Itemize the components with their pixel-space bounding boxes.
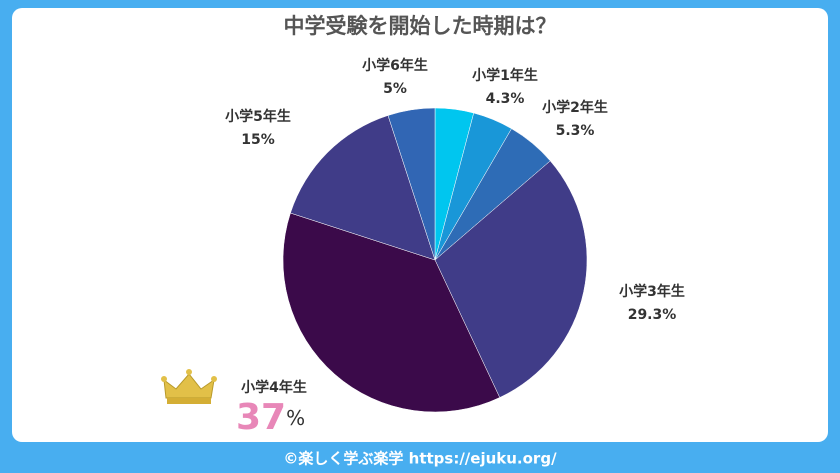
slice-label: 小学4年生 (241, 379, 307, 396)
slice-label: 小学1年生 (472, 67, 538, 84)
pie-slice (282, 212, 501, 413)
chart-title: 中学受験を開始した時期は？ (284, 14, 557, 38)
pie-slice (290, 115, 436, 261)
value-label: 5% (383, 81, 407, 97)
pie-slice (434, 160, 588, 398)
value-label: 37% (236, 397, 305, 438)
slice-label: 小学2年生 (542, 99, 608, 116)
value-label: 15% (241, 132, 275, 148)
slice-label: 小学5年生 (225, 108, 291, 125)
value-label: 4.3% (486, 91, 525, 107)
footer: ©楽しく学ぶ楽学 https://ejuku.org/ (283, 450, 557, 468)
slice-label: 小学6年生 (362, 57, 428, 74)
value-label: 29.3% (628, 307, 677, 323)
crown (161, 369, 217, 404)
pie-slice (387, 107, 436, 261)
slice-label: 小学3年生 (619, 283, 685, 300)
value-label: 5.3% (556, 123, 595, 139)
